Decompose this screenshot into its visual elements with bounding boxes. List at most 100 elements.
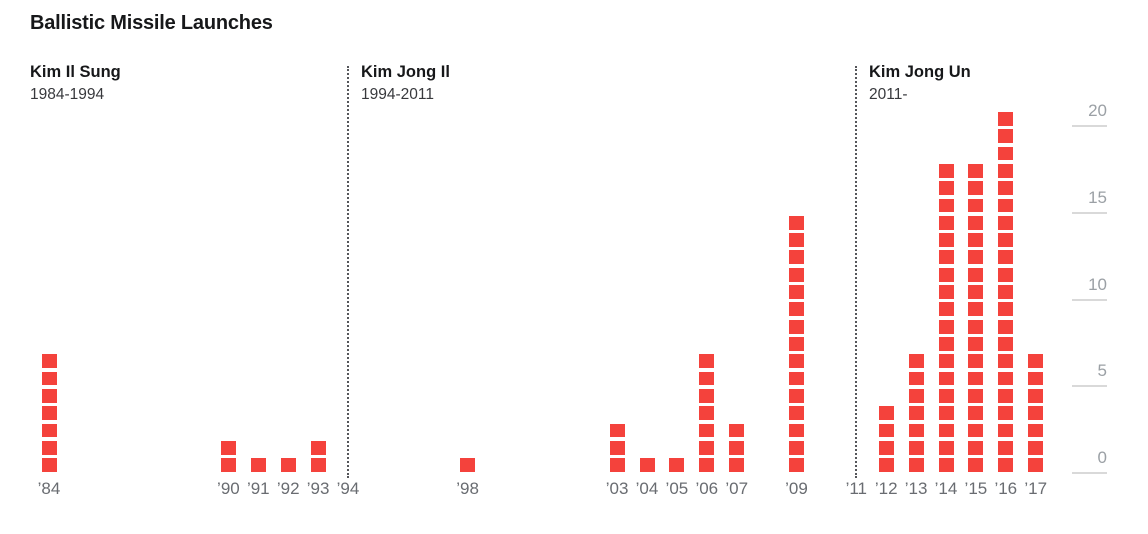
launch-square — [908, 440, 924, 455]
launch-column-2006 — [699, 354, 715, 472]
launch-square — [789, 388, 804, 403]
launch-square — [938, 233, 954, 247]
launch-column-1990 — [220, 440, 236, 472]
launch-column-2012 — [878, 406, 894, 472]
launch-square — [908, 371, 924, 386]
x-axis-label-divider: ’11 — [845, 479, 868, 498]
launch-square — [968, 250, 984, 265]
launch-square — [41, 423, 57, 438]
launch-square — [938, 198, 954, 213]
launch-square — [789, 285, 804, 299]
launch-square — [699, 354, 715, 369]
launch-square — [789, 423, 804, 438]
launch-column-1991 — [250, 458, 266, 472]
launch-square — [938, 354, 954, 369]
launch-square — [938, 163, 954, 178]
launch-column-2003 — [609, 423, 625, 472]
launch-square — [789, 458, 804, 472]
launch-square — [220, 440, 236, 455]
chart-title: Ballistic Missile Launches — [30, 12, 273, 34]
launch-square — [998, 388, 1014, 403]
launch-square — [729, 423, 745, 438]
era-years: 1994-2011 — [361, 85, 434, 103]
launch-square — [789, 337, 804, 351]
y-axis-label: 10 — [1088, 274, 1107, 294]
launch-square — [639, 458, 655, 472]
launch-square — [998, 267, 1014, 282]
launch-square — [968, 233, 984, 247]
launch-square — [41, 458, 57, 472]
launch-square — [789, 319, 804, 334]
launch-square — [998, 423, 1014, 438]
launch-square — [998, 337, 1014, 351]
x-axis-label-2009: ’09 — [785, 479, 808, 498]
launch-square — [968, 319, 984, 334]
launch-square — [41, 388, 57, 403]
launch-square — [220, 458, 236, 472]
x-axis-label-2015: ’15 — [964, 479, 988, 498]
launch-square — [41, 371, 57, 386]
launch-square — [998, 440, 1014, 455]
x-axis-label-1992: ’92 — [276, 479, 300, 498]
y-axis-tick-line — [1072, 298, 1107, 301]
launch-square — [968, 354, 984, 369]
launch-square — [968, 285, 984, 299]
launch-square — [968, 302, 984, 317]
launch-square — [998, 406, 1014, 421]
x-axis-label-2005: ’05 — [665, 479, 689, 498]
launch-square — [998, 163, 1014, 178]
x-axis-label-2014: ’14 — [934, 479, 958, 498]
launch-square — [938, 215, 954, 230]
launch-square — [789, 215, 804, 230]
launch-square — [609, 423, 625, 438]
x-axis-label-2003: ’03 — [605, 479, 629, 498]
launch-square — [729, 440, 745, 455]
launch-square — [41, 440, 57, 455]
x-axis-label-2013: ’13 — [904, 479, 928, 498]
launch-square — [41, 406, 57, 421]
launch-square — [789, 371, 804, 386]
y-axis-tick-line — [1072, 472, 1107, 474]
x-axis-label-2012: ’12 — [874, 479, 898, 498]
launch-square — [250, 458, 266, 472]
x-axis-label-1984: ’84 — [37, 479, 61, 498]
x-axis-label-2016: ’16 — [994, 479, 1018, 498]
era-divider-line — [855, 66, 858, 478]
launch-square — [968, 388, 984, 403]
launch-square — [878, 423, 894, 438]
launch-square — [699, 371, 715, 386]
launch-square — [968, 406, 984, 421]
launch-square — [968, 181, 984, 195]
y-axis-label: 15 — [1088, 188, 1107, 208]
launch-square — [908, 354, 924, 369]
launch-square — [699, 458, 715, 472]
launch-column-2017 — [1028, 354, 1044, 472]
launch-square — [938, 250, 954, 265]
launch-column-1992 — [280, 458, 296, 472]
y-axis-tick-line — [1072, 212, 1107, 215]
launch-square — [998, 215, 1014, 230]
launch-square — [908, 388, 924, 403]
launch-square — [699, 423, 715, 438]
era-name: Kim Il Sung — [30, 63, 121, 81]
y-axis-tick-line — [1072, 125, 1107, 128]
era-divider-line — [347, 66, 349, 478]
launch-square — [699, 406, 715, 421]
launch-column-2009 — [789, 215, 804, 472]
launch-column-2014 — [938, 163, 954, 472]
launch-square — [998, 458, 1014, 472]
launch-square — [998, 285, 1014, 299]
launch-square — [789, 406, 804, 421]
launch-square — [938, 406, 954, 421]
launch-square — [938, 302, 954, 317]
x-axis-label-2007: ’07 — [725, 479, 749, 498]
y-axis-label: 5 — [1097, 361, 1107, 381]
x-axis-label-2017: ’17 — [1024, 479, 1048, 498]
launch-column-2016 — [998, 111, 1014, 472]
launch-square — [998, 319, 1014, 334]
era-name: Kim Jong Il — [361, 63, 450, 81]
launch-square — [968, 198, 984, 213]
y-axis-label: 0 — [1097, 448, 1107, 467]
y-axis-tick-line — [1072, 385, 1107, 388]
launch-square — [908, 423, 924, 438]
